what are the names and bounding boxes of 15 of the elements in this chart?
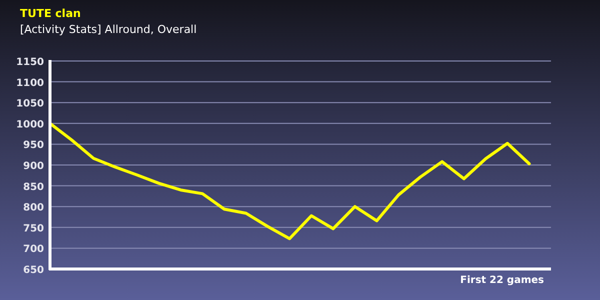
y-tick-label: 900 <box>23 161 44 172</box>
y-tick-label: 1000 <box>16 119 44 130</box>
y-tick-label: 850 <box>23 182 44 193</box>
y-tick-label: 1100 <box>16 78 44 89</box>
y-tick-label: 950 <box>23 140 44 152</box>
x-axis-title: First 22 games <box>460 275 544 286</box>
line-series <box>48 122 531 240</box>
y-tick-label: 800 <box>23 202 44 214</box>
y-tick-label: 1050 <box>16 98 44 110</box>
y-tick-label: 1150 <box>16 57 44 68</box>
y-tick-label: 750 <box>23 223 44 234</box>
chart-title: TUTE clan <box>20 7 81 20</box>
y-tick-label: 650 <box>23 265 44 276</box>
y-tick-label: 700 <box>23 244 44 256</box>
chart-subtitle: [Activity Stats] Allround, Overall <box>20 23 197 36</box>
